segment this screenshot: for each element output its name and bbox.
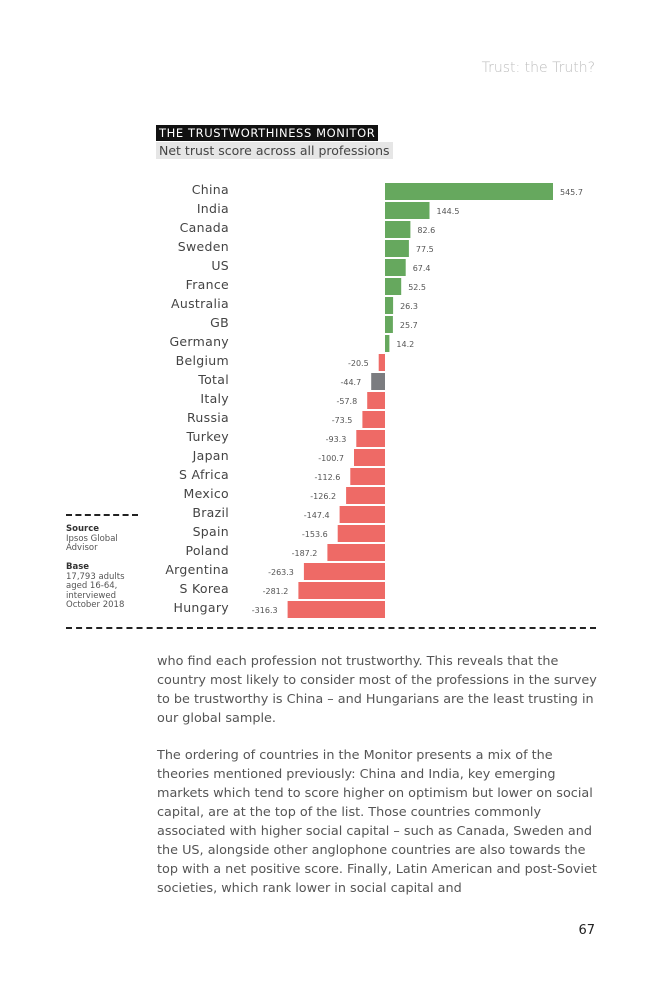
- category-label: US: [211, 258, 229, 273]
- value-label: -263.3: [268, 568, 294, 577]
- category-label: Germany: [169, 334, 229, 349]
- category-label: Canada: [180, 220, 229, 235]
- value-label: -73.5: [332, 416, 353, 425]
- value-label: -93.3: [326, 435, 347, 444]
- bar-australia: [385, 297, 394, 314]
- bar-brazil: [339, 506, 385, 523]
- value-label: 67.4: [413, 264, 431, 273]
- category-label: Brazil: [192, 505, 229, 520]
- body-paragraph-1: who find each profession not trustworthy…: [157, 654, 597, 726]
- bar-turkey: [356, 430, 385, 447]
- bar-s-korea: [298, 582, 385, 599]
- bar-hungary: [287, 601, 385, 618]
- base-text: 17,793 adults aged 16-64, interviewed Oc…: [66, 571, 125, 610]
- category-label: India: [197, 201, 229, 216]
- bar-spain: [337, 525, 385, 542]
- category-label: Australia: [171, 296, 229, 311]
- bar-china: [385, 183, 553, 200]
- category-label: Belgium: [176, 353, 229, 368]
- category-label: Poland: [185, 543, 229, 558]
- category-label: Mexico: [184, 486, 229, 501]
- chart-title: THE TRUSTWORTHINESS MONITOR: [156, 125, 379, 141]
- value-label: -281.2: [263, 587, 289, 596]
- category-label: S Korea: [180, 581, 229, 596]
- value-label: 14.2: [396, 340, 414, 349]
- category-label: China: [192, 182, 229, 197]
- bar-india: [385, 202, 430, 219]
- value-label: 52.5: [408, 283, 426, 292]
- category-label: Turkey: [186, 429, 230, 444]
- category-label: Italy: [200, 391, 229, 406]
- bar-france: [385, 278, 402, 295]
- category-label: Russia: [187, 410, 229, 425]
- body-paragraph-2: The ordering of countries in the Monitor…: [157, 748, 597, 896]
- category-label: Hungary: [174, 600, 230, 615]
- value-label: -44.7: [340, 378, 361, 387]
- value-label: -316.3: [252, 606, 278, 615]
- value-label: -126.2: [310, 492, 336, 501]
- value-label: -153.6: [302, 530, 328, 539]
- category-label: Sweden: [178, 239, 229, 254]
- bar-gb: [385, 316, 393, 333]
- base-note: Base 17,793 adults aged 16-64, interview…: [66, 562, 146, 611]
- value-label: -187.2: [292, 549, 318, 558]
- bar-russia: [362, 411, 385, 428]
- value-label: 25.7: [400, 321, 418, 330]
- bar-japan: [354, 449, 385, 466]
- bar-italy: [367, 392, 385, 409]
- running-head: Trust: the Truth?: [481, 60, 595, 76]
- bar-belgium: [378, 354, 385, 371]
- bar-poland: [327, 544, 385, 561]
- category-label: Total: [197, 372, 229, 387]
- category-label: Argentina: [165, 562, 229, 577]
- page-number: 67: [578, 923, 595, 938]
- value-label: -100.7: [318, 454, 344, 463]
- value-label: -57.8: [336, 397, 357, 406]
- category-label: Japan: [192, 448, 229, 463]
- bar-mexico: [346, 487, 385, 504]
- value-label: 82.6: [417, 226, 435, 235]
- bar-total: [371, 373, 385, 390]
- source-text: Ipsos Global Advisor: [66, 533, 118, 553]
- source-label: Source: [66, 524, 100, 534]
- bar-canada: [385, 221, 411, 238]
- value-label: -147.4: [304, 511, 330, 520]
- value-label: 26.3: [400, 302, 418, 311]
- source-note: Source Ipsos Global Advisor: [66, 524, 146, 554]
- chart-subtitle: Net trust score across all professions: [156, 142, 393, 159]
- value-label: -112.6: [315, 473, 341, 482]
- sidebar-divider: [66, 514, 138, 516]
- bar-germany: [385, 335, 390, 352]
- value-label: 77.5: [416, 245, 434, 254]
- bar-us: [385, 259, 406, 276]
- bar-argentina: [303, 563, 385, 580]
- category-label: France: [186, 277, 229, 292]
- value-label: -20.5: [348, 359, 369, 368]
- value-label: 144.5: [437, 207, 460, 216]
- category-label: Spain: [193, 524, 229, 539]
- category-label: GB: [210, 315, 229, 330]
- value-label: 545.7: [560, 188, 583, 197]
- category-label: S Africa: [179, 467, 229, 482]
- bar-sweden: [385, 240, 409, 257]
- base-label: Base: [66, 562, 90, 572]
- chart-bottom-divider: [66, 627, 596, 629]
- bar-s-africa: [350, 468, 385, 485]
